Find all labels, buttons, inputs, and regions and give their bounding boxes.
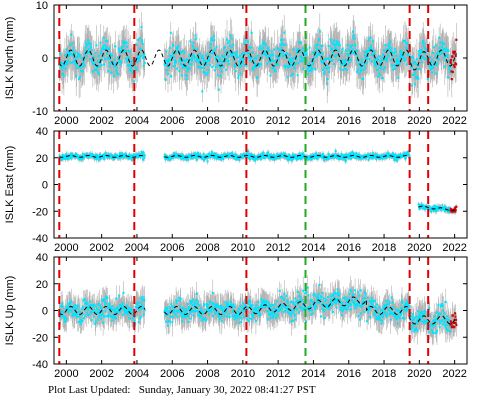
- x-tick-label: 2018: [372, 115, 396, 127]
- x-tick-label: 2010: [231, 368, 255, 380]
- x-tick-label: 2012: [266, 115, 290, 127]
- data-layer: [58, 12, 458, 104]
- y-tick-label: -20: [32, 206, 48, 218]
- x-tick-label: 2008: [195, 368, 219, 380]
- x-tick-label: 2012: [266, 368, 290, 380]
- footer-timestamp: Plot Last Updated: Sunday, January 30, 2…: [48, 384, 316, 396]
- x-tick-label: 2016: [337, 242, 361, 254]
- x-tick-label: 2008: [195, 242, 219, 254]
- panel-1: 2000 2002 2004 2006 2008 2010 2012 2014 2016 2018…: [4, 0, 468, 127]
- x-tick-label: 2012: [266, 242, 290, 254]
- x-tick-label: 2008: [195, 115, 219, 127]
- x-tick-label: 2002: [89, 115, 113, 127]
- recent-points: [449, 38, 458, 81]
- y-tick-label: 40: [36, 126, 48, 138]
- x-tick-label: 2002: [89, 242, 113, 254]
- panel-3: 2000 2002 2004 2006 2008 2010 2012 2014 2016 2018…: [4, 252, 468, 380]
- y-tick-label: -20: [32, 332, 48, 344]
- x-tick-label: 2022: [442, 242, 466, 254]
- x-tick-label: 2014: [301, 242, 325, 254]
- x-tick-label: 2014: [301, 368, 325, 380]
- y-tick-label: 20: [36, 153, 48, 165]
- x-tick-label: 2020: [407, 368, 431, 380]
- x-tick-label: 2010: [231, 115, 255, 127]
- y-axis-label: ISLK North (mm): [4, 17, 16, 100]
- x-tick-label: 2002: [89, 368, 113, 380]
- y-tick-label: -40: [32, 359, 48, 371]
- footer-label: Plot Last Updated:: [48, 384, 131, 396]
- y-tick-label: 10: [36, 0, 48, 12]
- x-tick-label: 2000: [54, 368, 78, 380]
- y-tick-label: -40: [32, 233, 48, 245]
- x-tick-label: 2006: [160, 368, 184, 380]
- model-line: [58, 49, 457, 71]
- x-tick-label: 2020: [407, 242, 431, 254]
- y-tick-label: 0: [42, 53, 48, 65]
- y-tick-label: -10: [32, 106, 48, 118]
- x-tick-label: 2006: [160, 115, 184, 127]
- y-tick-label: 20: [36, 279, 48, 291]
- panel-frame: [53, 130, 468, 239]
- x-tick-label: 2022: [442, 368, 466, 380]
- y-axis-label: ISLK East (mm): [4, 146, 16, 224]
- x-tick-label: 2016: [337, 368, 361, 380]
- y-tick-label: 0: [42, 306, 48, 318]
- x-tick-label: 2016: [337, 115, 361, 127]
- x-tick-label: 2022: [442, 115, 466, 127]
- x-tick-label: 2006: [160, 242, 184, 254]
- y-axis-label: ISLK Up (mm): [4, 276, 16, 346]
- model-line: [59, 155, 457, 212]
- data-layer: [58, 148, 458, 215]
- y-tick-label: 0: [42, 180, 48, 192]
- data-layer: [58, 275, 458, 346]
- x-tick-label: 2004: [125, 368, 149, 380]
- x-tick-label: 2020: [407, 115, 431, 127]
- y-tick-label: 40: [36, 252, 48, 264]
- x-tick-label: 2018: [372, 368, 396, 380]
- model-line: [58, 296, 457, 325]
- x-tick-label: 2004: [125, 115, 149, 127]
- panel-2: 2000 2002 2004 2006 2008 2010 2012 2014 2016 2018…: [4, 126, 468, 254]
- x-tick-label: 2010: [231, 242, 255, 254]
- x-tick-label: 2018: [372, 242, 396, 254]
- x-tick-label: 2004: [125, 242, 149, 254]
- x-tick-label: 2000: [54, 242, 78, 254]
- footer-value: Sunday, January 30, 2022 08:41:27 PST: [138, 384, 316, 396]
- x-tick-label: 2014: [301, 115, 325, 127]
- x-tick-label: 2000: [54, 115, 78, 127]
